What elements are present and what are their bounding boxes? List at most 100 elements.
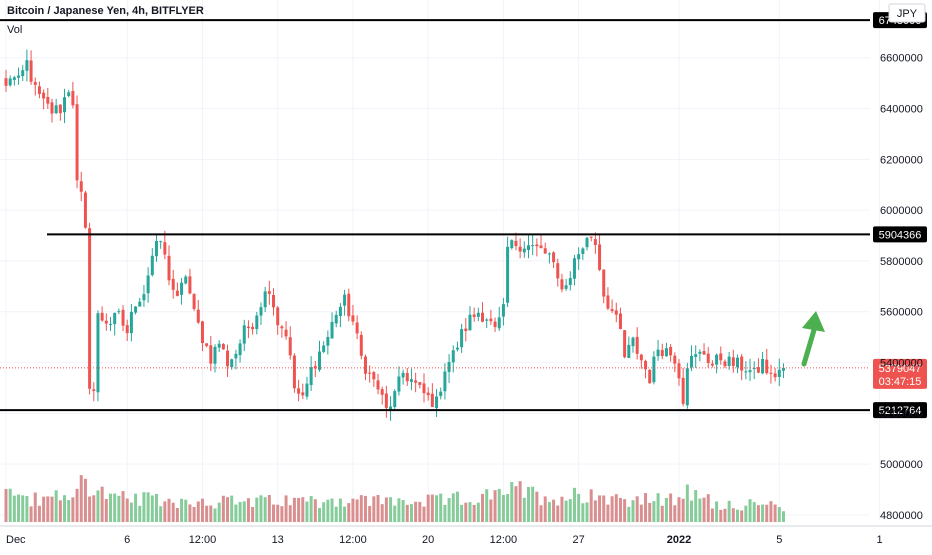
volume-bar [322,502,326,522]
candle-body [288,337,292,356]
volume-indicator-label[interactable]: Vol [7,24,23,36]
candle [142,284,146,307]
candle-body [681,377,685,404]
candle-body [572,258,576,279]
candle [318,340,321,372]
volume-bar [664,497,668,522]
candle [376,373,380,395]
level-price-tag [873,402,927,419]
volume-bar [50,496,54,522]
volume-bar [585,502,589,522]
countdown-label: 03:47:15 [879,376,922,388]
volume-bar [150,495,154,522]
candle [568,271,572,291]
candle [4,69,8,92]
volume-bar [83,478,87,522]
candle [539,235,543,249]
candle [623,329,627,359]
candle [614,302,618,323]
candle-body [129,311,133,334]
candle-body [731,357,735,366]
candle-body [372,372,376,380]
volume-bar [715,501,719,522]
volume-bar [272,504,276,522]
volume-bar [159,506,163,522]
candle-body [451,350,455,363]
volume-bar [284,495,288,522]
candle-body [83,192,87,228]
price-axis[interactable]: 4800000 5000000 5200000 5400000 5600000 58000… [880,3,926,522]
candles [4,49,785,421]
volume-bar [142,492,146,522]
volume-bar [75,488,79,522]
volume-bar [706,494,710,522]
candle-body [527,245,530,251]
candle [439,387,443,400]
candle [37,81,41,99]
candle-body [297,388,301,394]
candle-body [255,315,259,330]
volume-bar [276,504,280,522]
horizontal-levels[interactable]: 674800059043665212764537904703:47:15 [0,12,927,419]
time-axis[interactable]: Dec 6 12:00 13 12:00 20 12:00 27 2022 5 1 [6,534,883,546]
volume-bar [167,498,171,522]
candle-body [171,278,175,290]
price-tick-label: 6600000 [880,53,923,65]
candle-body [180,282,184,295]
volume-bar [109,493,112,522]
candle [200,320,204,352]
volume-bar [175,508,179,522]
candle [343,289,347,316]
candle-body [330,321,334,339]
candle [46,87,50,109]
candle [489,309,493,325]
volume-bar [267,495,271,522]
candle-body [627,344,631,359]
candle-body [351,315,355,322]
volume-bar [527,486,530,522]
candle [313,360,317,378]
candle-body [17,75,21,78]
volume-bar [485,489,489,522]
candle [50,98,54,123]
volume-bar [568,499,572,522]
candle [472,307,476,322]
candle-body [150,255,154,276]
volume-bar [518,481,522,522]
candle [301,383,305,399]
candle-body [690,355,694,368]
candle [589,236,593,242]
candle [581,247,585,260]
candle [196,299,200,324]
volume-bar [627,506,631,522]
volume-bar [531,486,535,522]
candle [656,340,660,361]
candle [715,353,719,374]
candle-body [598,244,602,270]
volume-bar [497,488,501,522]
volume-bar [334,506,338,522]
candle [447,353,451,383]
candle-body [234,353,238,359]
candle [501,297,505,326]
volume-bar [443,504,447,522]
candle-body [37,86,41,94]
candle-body [422,383,426,394]
candle-body [33,82,37,85]
volume-bar [476,502,480,522]
volume-bar [539,505,543,522]
volume-bar [677,497,681,522]
candle [481,302,485,323]
volume-bar [702,497,706,522]
volume-bar [439,493,443,522]
candle [397,366,401,396]
volume-bar [259,495,263,522]
volume-bar [481,493,485,522]
volume-bar [121,491,125,522]
symbol-title[interactable]: Bitcoin / Japanese Yen, 4h, BITFLYER [7,5,204,17]
volume-bar [42,496,46,522]
candle-body [510,240,514,249]
candle [389,396,393,421]
